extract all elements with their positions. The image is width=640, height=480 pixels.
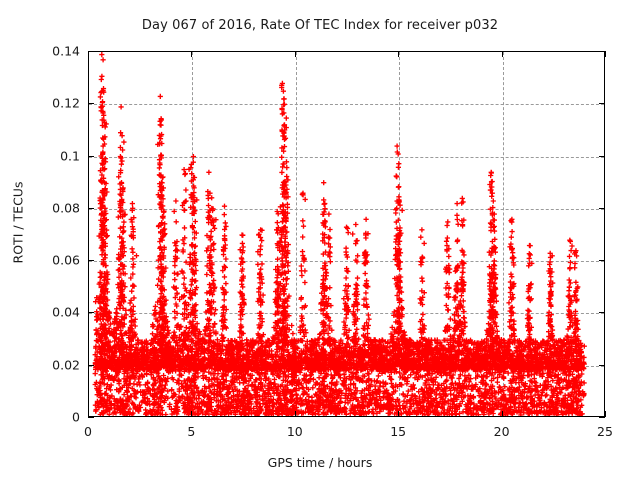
x-tick-mark [398, 411, 400, 417]
x-tick-mark-top [294, 51, 296, 57]
x-tick-label: 25 [597, 424, 613, 439]
y-axis-label: ROTI / TECUs [10, 181, 26, 264]
y-tick-label: 0.06 [52, 252, 80, 268]
gridline-vertical [502, 52, 504, 416]
y-tick-mark [88, 207, 94, 209]
x-axis-label: GPS time / hours [267, 455, 373, 470]
y-tick-label: 0 [72, 409, 80, 425]
x-tick-mark [191, 411, 193, 417]
x-tick-mark [605, 411, 606, 417]
y-tick-mark [88, 312, 94, 314]
gridline-horizontal [89, 208, 604, 210]
y-tick-mark [88, 260, 94, 262]
x-tick-mark-top [501, 51, 503, 57]
x-tick-mark-top [88, 51, 89, 57]
gridline-horizontal [89, 104, 604, 106]
x-tick-mark [501, 411, 503, 417]
y-tick-mark-right [599, 155, 605, 157]
y-tick-label: 0.02 [52, 357, 80, 373]
y-tick-mark [88, 364, 94, 366]
scatter-points [92, 52, 587, 416]
y-tick-mark-right [599, 312, 605, 314]
gridline-horizontal [89, 156, 604, 158]
y-tick-mark-right [599, 364, 605, 366]
x-tick-label: 15 [390, 424, 407, 439]
plot-area [88, 51, 605, 417]
y-tick-label: 0.1 [60, 148, 80, 164]
y-tick-mark-right [599, 260, 605, 262]
x-tick-mark-top [191, 51, 193, 57]
y-tick-mark [88, 155, 94, 157]
y-tick-mark-right [599, 103, 605, 105]
x-tick-mark [294, 411, 296, 417]
y-tick-mark-right [599, 51, 605, 52]
x-tick-label: 0 [84, 424, 92, 439]
gridline-vertical [295, 52, 297, 416]
y-tick-label: 0.14 [52, 43, 80, 59]
x-tick-mark [88, 411, 89, 417]
y-tick-label: 0.04 [52, 304, 80, 320]
y-tick-mark-right [599, 207, 605, 209]
x-tick-label: 10 [286, 424, 303, 439]
y-tick-mark [88, 417, 94, 418]
gridline-horizontal [89, 261, 604, 263]
y-tick-mark-right [599, 417, 605, 418]
x-tick-mark-top [605, 51, 606, 57]
x-tick-label: 20 [493, 424, 510, 439]
y-tick-label: 0.12 [52, 95, 80, 111]
y-tick-label: 0.08 [52, 200, 80, 216]
y-tick-mark [88, 51, 94, 52]
x-tick-mark-top [398, 51, 400, 57]
y-tick-mark [88, 103, 94, 105]
page-title: Day 067 of 2016, Rate Of TEC Index for r… [141, 18, 499, 33]
x-tick-label: 5 [187, 424, 196, 439]
gridline-vertical [192, 52, 194, 416]
data-point-layer [89, 52, 604, 416]
